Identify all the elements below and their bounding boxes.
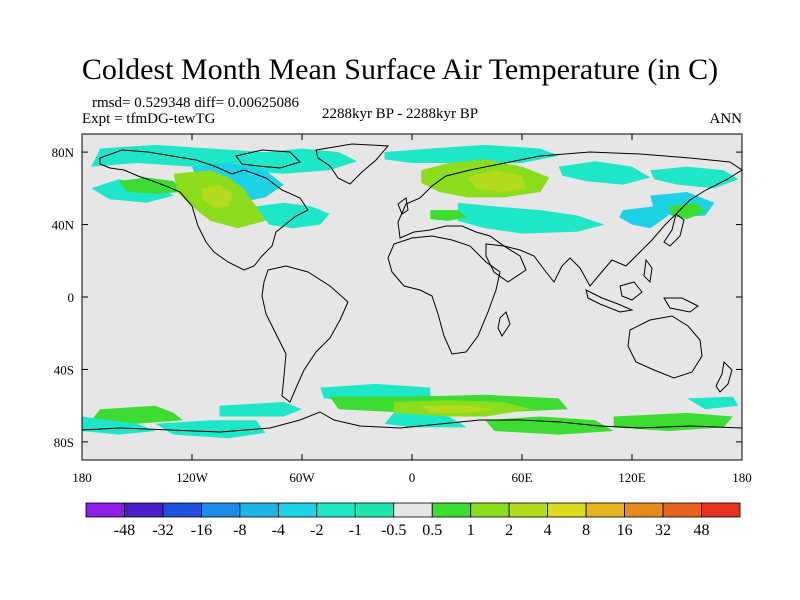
coastline-north-america: [99, 149, 309, 271]
coastline-new-zealand: [715, 360, 733, 393]
coastline-japan: [663, 213, 685, 247]
coastline-eurasia: [397, 151, 742, 287]
anomaly-region-18: [91, 405, 183, 424]
colorbar-box-4: [239, 502, 279, 518]
colorbar-label-7: -0.5: [381, 522, 406, 539]
coastline-borneo: [619, 281, 643, 301]
experiment-text: Expt = tfmDG-tewTG: [82, 111, 216, 127]
anomaly-region-9: [467, 170, 526, 192]
colorbar-box-3: [201, 502, 241, 518]
x-tick-label-6: 180: [732, 470, 752, 485]
anomaly-region-10: [457, 202, 605, 234]
colorbar-label-3: -8: [233, 522, 246, 539]
anomaly-region-7: [384, 144, 559, 163]
colorbar-box-15: [662, 502, 702, 518]
x-tick-label-3: 0: [409, 470, 416, 485]
anomaly-region-19: [82, 416, 156, 435]
coastline-south-america: [261, 265, 349, 403]
coastline-arabia: [485, 243, 527, 283]
anomaly-region-3: [118, 177, 183, 194]
colorbar-box-0: [85, 502, 125, 518]
colorbar-box-16: [701, 502, 741, 518]
coastline-antarctica: [82, 411, 742, 433]
rmsd-text: rmsd= 0.529348 diff= 0.00625086: [92, 95, 300, 111]
coastline-madagascar: [497, 311, 511, 337]
x-tick-label-0: 180: [72, 470, 92, 485]
colorbar-label-1: -32: [152, 522, 173, 539]
coastline-british-isles: [397, 197, 409, 215]
colorbar-box-12: [547, 502, 587, 518]
colorbar-box-9: [431, 502, 472, 518]
colorbar-box-10: [470, 502, 510, 518]
y-tick-label-1: 40N: [52, 218, 75, 233]
y-tick-label-4: 80S: [54, 435, 74, 450]
anomaly-region-28: [687, 396, 739, 410]
coastline-arctic-islands: [235, 149, 301, 169]
colorbar: -48 -32 -16 -8 -4 -2 -1 -0.5 0.5 1 2 4 8 16 32 48: [85, 502, 741, 539]
anomaly-region-25: [485, 416, 614, 435]
colorbar-box-7: [354, 502, 395, 518]
x-tick-label-1: 120W: [176, 470, 209, 485]
y-tick-label-0: 80N: [52, 145, 75, 160]
colorbar-label-10: 2: [505, 522, 513, 539]
coastline-greenland: [315, 143, 390, 185]
colorbar-label-8: 0.5: [422, 522, 442, 539]
x-tick-label-2: 60W: [289, 470, 315, 485]
colorbar-label-13: 16: [617, 522, 633, 539]
coastline-australia: [627, 315, 703, 379]
plot-title: Coldest Month Mean Surface Air Temperatu…: [81, 53, 719, 86]
anomaly-region-15: [619, 206, 669, 229]
colorbar-label-11: 4: [544, 522, 552, 539]
coastlines: [82, 143, 742, 433]
colorbar-label-5: -2: [310, 522, 323, 539]
colorbar-box-1: [124, 502, 164, 518]
colorbar-box-14: [624, 502, 664, 518]
season-label: ANN: [709, 111, 743, 127]
colorbar-box-11: [508, 502, 549, 518]
y-tick-label-2: 0: [68, 290, 75, 305]
coastline-new-guinea: [663, 297, 699, 313]
map-axes: 180 120W 60W 0 60E 120E 180 80N 40N 0 40S 80S: [52, 134, 752, 485]
anomaly-region-6: [256, 202, 330, 229]
colorbar-label-15: 48: [694, 522, 710, 539]
colorbar-box-2: [162, 502, 202, 518]
y-tick-label-3: 40S: [54, 362, 74, 377]
colorbar-box-6: [316, 502, 356, 518]
coastline-philippines: [643, 258, 653, 284]
anomaly-region-12: [558, 161, 651, 185]
colorbar-label-2: -16: [191, 522, 212, 539]
anomaly-region-24: [421, 405, 495, 413]
anomaly-region-20: [155, 420, 266, 439]
x-tick-label-5: 120E: [618, 470, 646, 485]
colorbar-label-12: 8: [582, 522, 590, 539]
anomaly-region-11: [430, 210, 467, 221]
coastline-africa: [387, 235, 501, 355]
x-tick-label-4: 60E: [512, 470, 533, 485]
colorbar-label-6: -1: [349, 522, 362, 539]
period-text: 2288kyr BP - 2288kyr BP: [321, 106, 479, 122]
colorbar-label-4: -4: [272, 522, 285, 539]
anomaly-region-13: [650, 166, 739, 189]
anomaly-region-5: [201, 184, 233, 209]
colorbar-box-13: [585, 502, 625, 518]
colorbar-box-5: [277, 502, 318, 518]
colorbar-label-14: 32: [655, 522, 671, 539]
colorbar-box-8: [393, 502, 433, 518]
colorbar-label-0: -48: [114, 522, 135, 539]
colorbar-label-9: 1: [467, 522, 475, 539]
anomaly-region-17: [219, 402, 302, 417]
coastline-sumatra-java: [585, 289, 634, 313]
